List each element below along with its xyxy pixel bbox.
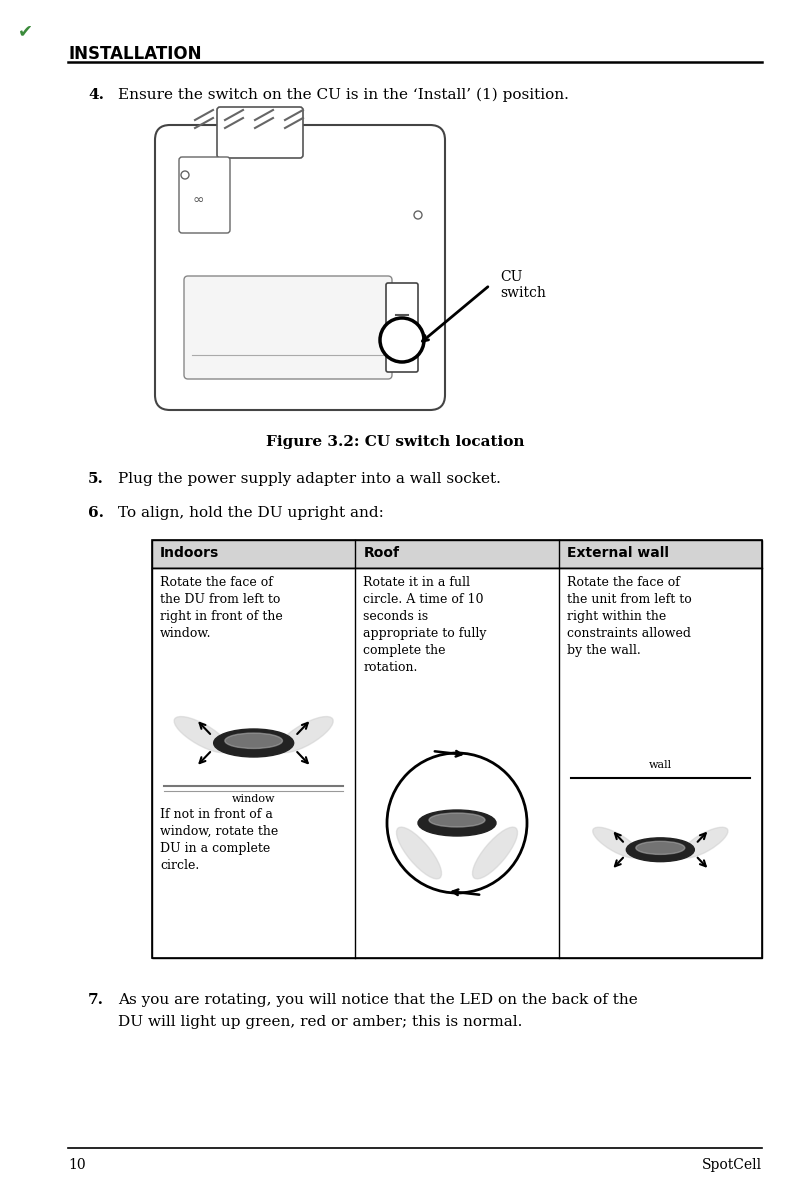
Text: 4.: 4.	[88, 88, 104, 102]
FancyBboxPatch shape	[155, 126, 445, 410]
Text: Plug the power supply adapter into a wall socket.: Plug the power supply adapter into a wal…	[118, 472, 501, 485]
Ellipse shape	[592, 828, 640, 858]
Ellipse shape	[636, 842, 685, 855]
Ellipse shape	[174, 716, 229, 753]
Ellipse shape	[626, 838, 694, 862]
Text: SpotCell: SpotCell	[702, 1158, 762, 1172]
Bar	[152, 568, 762, 958]
Text: 10: 10	[68, 1158, 85, 1172]
Text: As you are rotating, you will notice that the LED on the back of the: As you are rotating, you will notice tha…	[118, 993, 638, 1008]
Text: 5.: 5.	[88, 472, 104, 485]
Text: Figure 3.2: CU switch location: Figure 3.2: CU switch location	[267, 435, 524, 449]
Text: Rotate it in a full
circle. A time of 10
seconds is
appropriate to fully
complet: Rotate it in a full circle. A time of 10…	[363, 575, 486, 674]
Text: Indoors: Indoors	[160, 546, 219, 560]
Ellipse shape	[225, 733, 282, 748]
Ellipse shape	[214, 729, 293, 757]
Ellipse shape	[278, 716, 333, 753]
Bar	[152, 540, 762, 568]
Text: CU
switch: CU switch	[500, 270, 546, 301]
Text: Rotate the face of
the unit from left to
right within the
constraints allowed
by: Rotate the face of the unit from left to…	[566, 575, 691, 657]
Text: To align, hold the DU upright and:: To align, hold the DU upright and:	[118, 506, 384, 520]
Text: window: window	[232, 794, 275, 804]
Text: External wall: External wall	[566, 546, 668, 560]
Text: INSTALLATION: INSTALLATION	[68, 45, 202, 63]
Bar	[152, 540, 762, 958]
Circle shape	[181, 170, 189, 179]
Text: ∞: ∞	[192, 193, 204, 207]
Circle shape	[380, 318, 424, 362]
Ellipse shape	[472, 828, 517, 879]
FancyBboxPatch shape	[217, 107, 303, 157]
Ellipse shape	[418, 810, 496, 836]
Text: ✔: ✔	[18, 22, 33, 40]
FancyBboxPatch shape	[179, 157, 230, 233]
Ellipse shape	[429, 813, 485, 826]
FancyBboxPatch shape	[184, 276, 392, 379]
Text: 6.: 6.	[88, 506, 104, 520]
Text: wall: wall	[649, 760, 672, 770]
Ellipse shape	[681, 828, 728, 858]
Circle shape	[414, 211, 422, 219]
Text: Ensure the switch on the CU is in the ‘Install’ (1) position.: Ensure the switch on the CU is in the ‘I…	[118, 88, 569, 102]
Text: DU will light up green, red or amber; this is normal.: DU will light up green, red or amber; th…	[118, 1015, 522, 1029]
Text: Roof: Roof	[363, 546, 399, 560]
Ellipse shape	[396, 828, 441, 879]
Text: 7.: 7.	[88, 993, 104, 1008]
Text: If not in front of a
window, rotate the
DU in a complete
circle.: If not in front of a window, rotate the …	[160, 807, 278, 871]
Text: Rotate the face of
the DU from left to
right in front of the
window.: Rotate the face of the DU from left to r…	[160, 575, 282, 641]
FancyBboxPatch shape	[386, 283, 418, 372]
